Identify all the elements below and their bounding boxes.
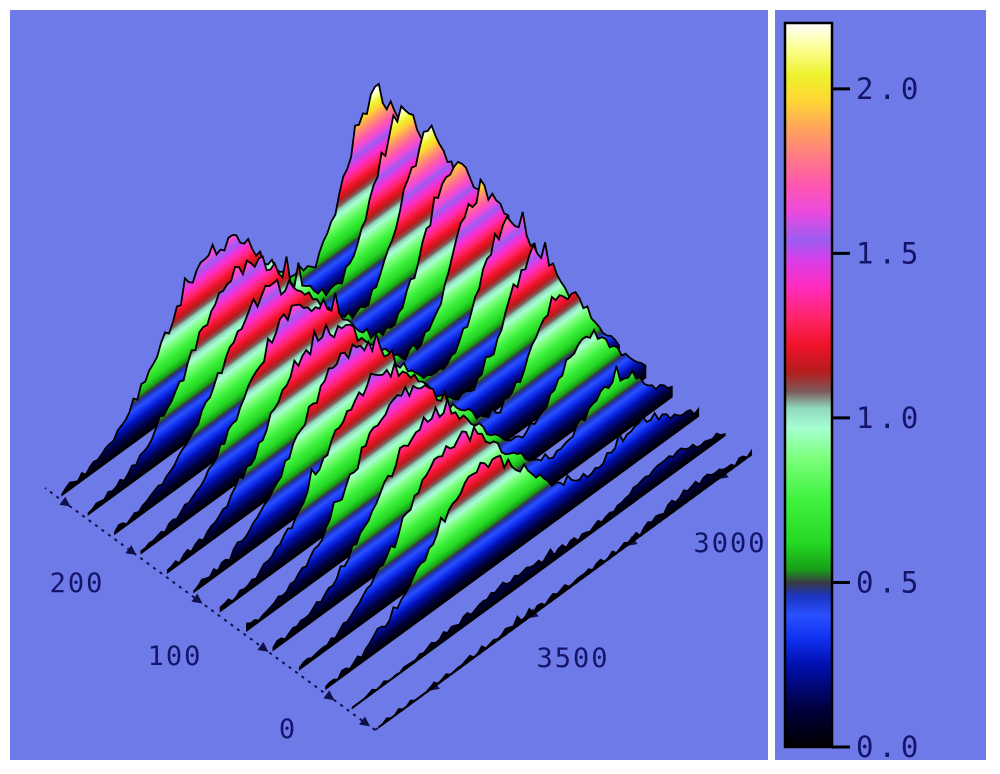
- axis-tick-arrow: [359, 716, 371, 727]
- colorbar-panel: 2.0 1.5 1.0 0.5 0.0: [775, 10, 986, 760]
- colorbar-tick-label: 1.0: [856, 401, 923, 435]
- axis-tick-arrow: [323, 690, 335, 701]
- axis-tick-arrow: [125, 545, 137, 556]
- axis-tick-arrow: [191, 593, 203, 604]
- colorbar-tick-label: 0.5: [856, 565, 923, 599]
- axis-labels: 0 100 200 3500 3000: [50, 528, 766, 745]
- surface-ridge: [351, 432, 726, 710]
- axis-tick-arrow: [257, 641, 269, 652]
- waterfall-3d-chart: 0 100 200 3500 3000: [44, 82, 766, 745]
- axis-tick-arrow: [59, 496, 71, 507]
- wavenumber-axis-tick-label: 3000: [693, 528, 766, 559]
- surface-ridges: [61, 82, 752, 729]
- time-axis-tick-label: 0: [279, 714, 297, 745]
- time-axis-tick-label: 100: [148, 641, 203, 672]
- colorbar-tick-label: 0.0: [856, 730, 923, 760]
- colorbar-tick-label: 1.5: [856, 236, 923, 270]
- surface-ridge: [378, 448, 752, 729]
- time-axis-tick-label: 200: [50, 568, 105, 599]
- colorbar-gradient-bar: [783, 21, 834, 749]
- wavenumber-axis-tick-label: 3500: [536, 643, 609, 674]
- colorbar-tick-label: 2.0: [856, 72, 923, 106]
- waterfall-plot-panel: 0 100 200 3500 3000: [10, 10, 768, 760]
- colorbar: 2.0 1.5 1.0 0.5 0.0: [783, 21, 923, 760]
- surface-ridge: [325, 406, 700, 691]
